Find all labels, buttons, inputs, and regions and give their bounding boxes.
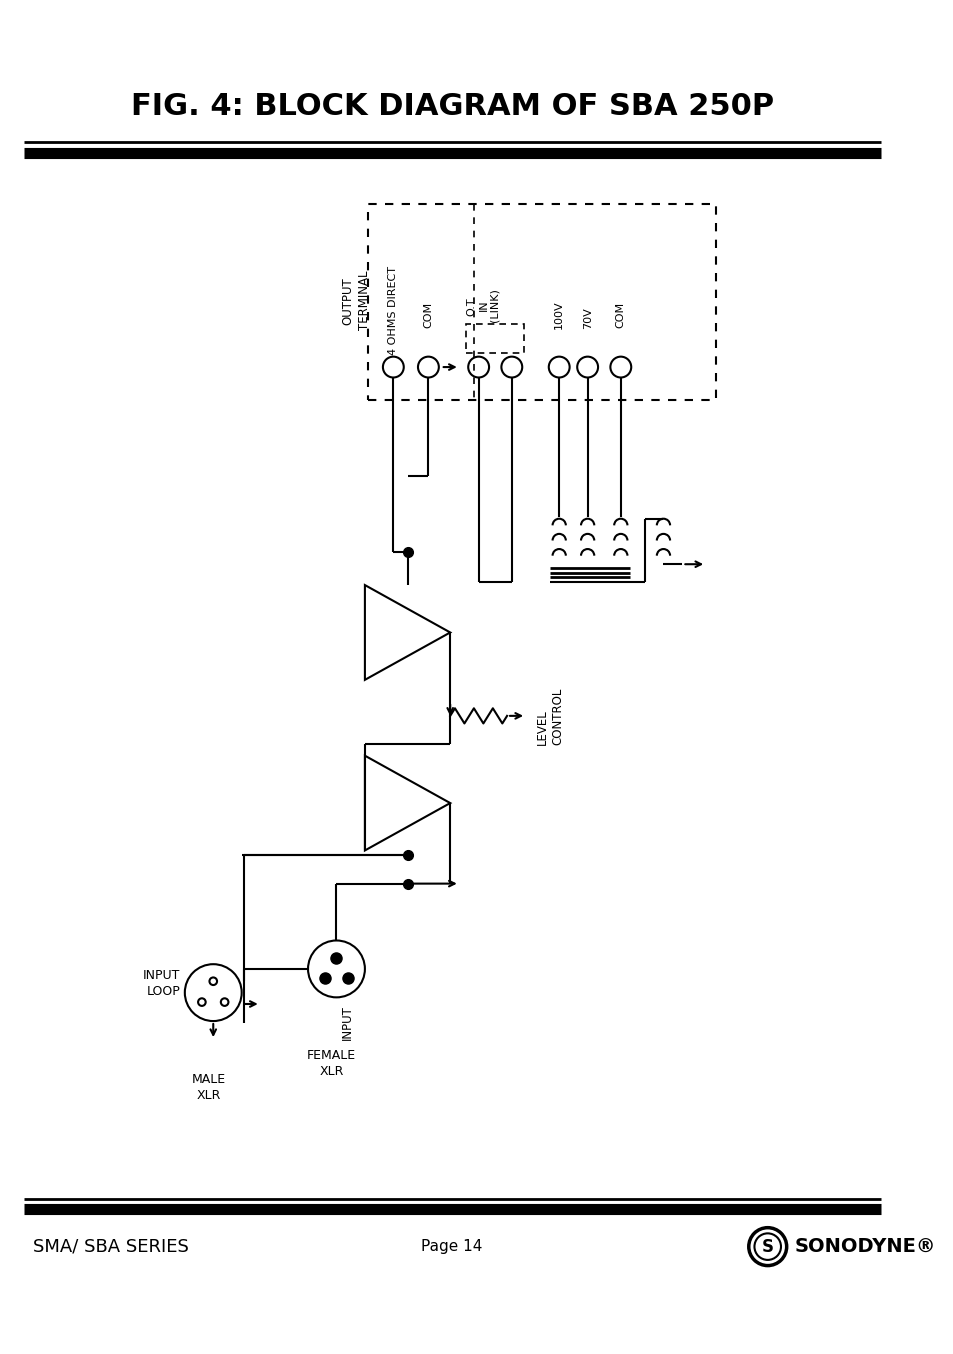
Text: 70V: 70V bbox=[582, 307, 592, 329]
Text: LEVEL
CONTROL: LEVEL CONTROL bbox=[535, 688, 564, 745]
Text: FIG. 4: BLOCK DIAGRAM OF SBA 250P: FIG. 4: BLOCK DIAGRAM OF SBA 250P bbox=[131, 92, 773, 121]
Text: S: S bbox=[760, 1238, 773, 1255]
Text: O.T.
IN
(LINK): O.T. IN (LINK) bbox=[466, 288, 499, 322]
Text: COM: COM bbox=[423, 302, 433, 328]
Text: 100V: 100V bbox=[554, 301, 563, 329]
Text: Page 14: Page 14 bbox=[421, 1239, 482, 1254]
Text: OUTPUT
TERMINAL: OUTPUT TERMINAL bbox=[341, 271, 371, 330]
Text: INPUT
LOOP: INPUT LOOP bbox=[143, 968, 180, 998]
Bar bbox=[466, 325, 523, 353]
Bar bbox=[367, 204, 715, 401]
Text: FEMALE
XLR: FEMALE XLR bbox=[307, 1049, 355, 1079]
Text: INPUT: INPUT bbox=[341, 1005, 354, 1040]
Text: COM: COM bbox=[616, 302, 625, 328]
Text: MALE
XLR: MALE XLR bbox=[192, 1074, 225, 1102]
Text: SMA/ SBA SERIES: SMA/ SBA SERIES bbox=[33, 1238, 189, 1255]
Text: SONODYNE®: SONODYNE® bbox=[794, 1238, 935, 1257]
Text: 4 OHMS DIRECT: 4 OHMS DIRECT bbox=[388, 265, 398, 355]
